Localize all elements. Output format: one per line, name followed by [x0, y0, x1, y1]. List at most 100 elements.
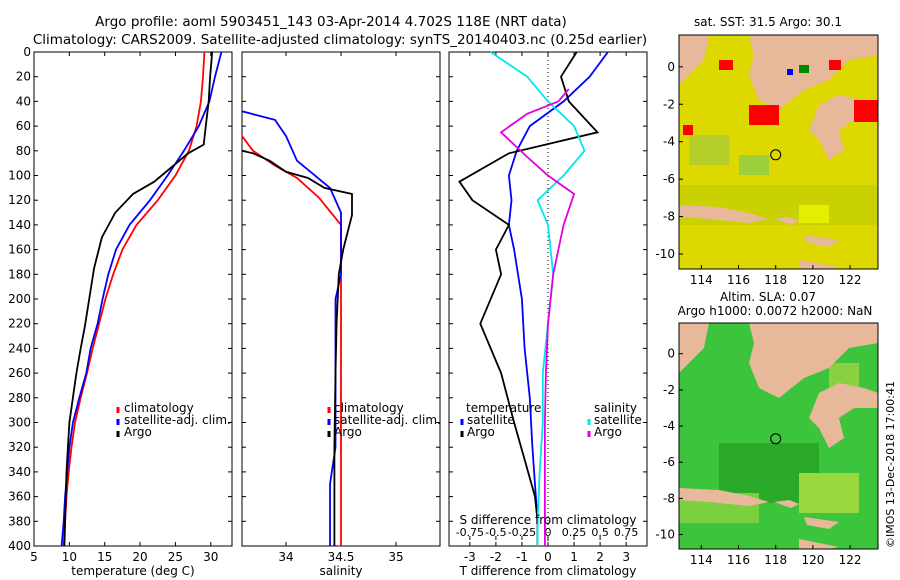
sumatra-land [679, 323, 709, 373]
map-lon-tick-label: 118 [764, 273, 787, 287]
depth-tick-label: 160 [8, 243, 31, 257]
map-lat-tick-label: -6 [663, 172, 675, 186]
depth-tick-label: 300 [8, 416, 31, 430]
map-lat-tick-label: 0 [667, 60, 675, 74]
depth-tick-label: 0 [23, 45, 31, 59]
difference-x-axis: -3 -2 -1 0 1 2 3 [464, 52, 630, 564]
temperature-series [60, 51, 223, 547]
depth-tick-label: 20 [16, 70, 31, 84]
depth-tick-label: 220 [8, 317, 31, 331]
s-diff-tick-label: 0.5 [591, 526, 609, 539]
map-lon-tick-label: 118 [764, 553, 787, 567]
map-lat-tick-label: 0 [667, 347, 675, 361]
x-tick-label: 5 [30, 550, 38, 564]
sst-cool-patch [689, 135, 729, 165]
sst-hot-spot [829, 60, 841, 70]
difference-xlabel: T difference from climatology [459, 564, 637, 578]
legend-label-argo: Argo [334, 425, 362, 439]
legend-label-temp-argo: Argo [467, 425, 495, 439]
sla-map-image [679, 323, 878, 549]
sla-map-frame [678, 322, 879, 550]
depth-tick-label: 240 [8, 341, 31, 355]
legend-label-satellite: satellite-adj. clim. [124, 413, 231, 427]
salinity-difference-axis: -0.75 -0.5 -0.25 0 0.25 0.5 0.75 [456, 526, 639, 540]
legend-label-sal-satellite: satellite [594, 413, 642, 427]
sla-map-axes: 114 116 118 120 122 0 -2 -4 -6 -8 -10 [655, 347, 861, 567]
map-lat-tick-label: -10 [655, 528, 675, 542]
depth-tick-label: 260 [8, 366, 31, 380]
sumatra-land [679, 35, 709, 85]
depth-tick-label: 320 [8, 440, 31, 454]
map-lon-tick-label: 114 [690, 553, 713, 567]
s-diff-tick-label: -0.5 [485, 526, 506, 539]
series-line-satellite-adj-clim [60, 51, 223, 547]
x-tick-label: 1 [570, 550, 578, 564]
depth-tick-label: 280 [8, 391, 31, 405]
argo-position-marker [770, 149, 782, 161]
figure-title-line2: Climatology: CARS2009. Satellite-adjuste… [33, 32, 647, 48]
map-lon-tick-label: 114 [690, 273, 713, 287]
argo-position-marker [770, 433, 782, 445]
depth-tick-label: 380 [8, 514, 31, 528]
x-tick-label: 3 [622, 550, 630, 564]
map-lat-tick-label: -8 [663, 491, 675, 505]
sst-cool-patch [739, 155, 769, 175]
x-tick-label: 34.5 [328, 550, 355, 564]
sumbawa-land [804, 235, 839, 247]
sla-high-patch [799, 473, 859, 513]
series-line-salinity-satellite [490, 51, 586, 546]
series-line-salinity-argo [499, 88, 576, 546]
difference-legend-salinity: salinity satellite Argo [587, 401, 642, 439]
legend-label-sal-argo: Argo [594, 425, 622, 439]
map-lon-tick-label: 122 [839, 553, 862, 567]
sumba-land [799, 260, 839, 269]
x-tick-label: -2 [490, 550, 502, 564]
series-line-temperature-satellite [507, 51, 609, 546]
legend-title-temperature: temperature [466, 401, 541, 415]
sst-hot-spot [854, 100, 878, 122]
sst-map-panel: sat. SST: 31.5 Argo: 30.1 1 [655, 15, 879, 287]
series-line-temperature-argo [458, 51, 600, 546]
temperature-panel: 0 20 40 60 80 100 120 140 160 180 200 220 240 260 280 3… [8, 45, 233, 578]
sst-hot-spot [683, 125, 693, 135]
temperature-x-axis: 5 10 15 20 25 30 [30, 52, 218, 564]
sumba-land [799, 539, 839, 549]
salinity-panel: 34 34.5 35 climatology satellite-adj. clim… [241, 51, 441, 578]
imos-credit: ©IMOS 13-Dec-2018 17:00:41 [884, 381, 897, 548]
s-diff-tick-label: 0.75 [614, 526, 639, 539]
x-tick-label: 2 [596, 550, 604, 564]
sst-hot-spot [719, 60, 733, 70]
sst-map-frame [678, 34, 879, 270]
borneo-land [749, 35, 878, 110]
s-diff-tick-label: -0.75 [456, 526, 484, 539]
map-lon-tick-label: 116 [727, 273, 750, 287]
depth-tick-label: 180 [8, 267, 31, 281]
difference-panel: -3 -2 -1 0 1 2 3 -0.75 -0.5 -0.25 0 0.25 0.5 0.75 te… [448, 51, 648, 578]
s-diff-tick-label: 0.25 [562, 526, 587, 539]
depth-tick-label: 400 [8, 539, 31, 553]
bali-land [774, 500, 799, 508]
legend-label-satellite: satellite-adj. clim. [334, 413, 441, 427]
series-line-argo [241, 149, 353, 546]
salinity-depth-ticks [242, 51, 440, 547]
sst-map-axes: 114 116 118 120 122 0 -2 -4 -6 -8 -10 [655, 60, 861, 287]
legend-label-temp-satellite: satellite [467, 413, 515, 427]
x-tick-label: 25 [168, 550, 183, 564]
map-lon-tick-label: 116 [727, 553, 750, 567]
salinity-xlabel: salinity [319, 564, 362, 578]
salinity-difference-label: S difference from climatology [460, 513, 637, 527]
borneo-land [749, 323, 878, 398]
difference-legend-temperature: temperature satellite Argo [460, 401, 541, 439]
legend-title-salinity: salinity [594, 401, 637, 415]
map-lon-tick-label: 120 [801, 553, 824, 567]
temperature-xlabel: temperature (deg C) [71, 564, 194, 578]
s-diff-tick-label: 0 [545, 526, 552, 539]
legend-label-argo: Argo [124, 425, 152, 439]
x-tick-label: 15 [97, 550, 112, 564]
salinity-x-axis: 34 34.5 35 [278, 52, 404, 564]
depth-tick-label: 140 [8, 218, 31, 232]
map-lat-tick-label: -2 [663, 97, 675, 111]
depth-tick-label: 100 [8, 169, 31, 183]
sst-map-image [679, 35, 878, 269]
